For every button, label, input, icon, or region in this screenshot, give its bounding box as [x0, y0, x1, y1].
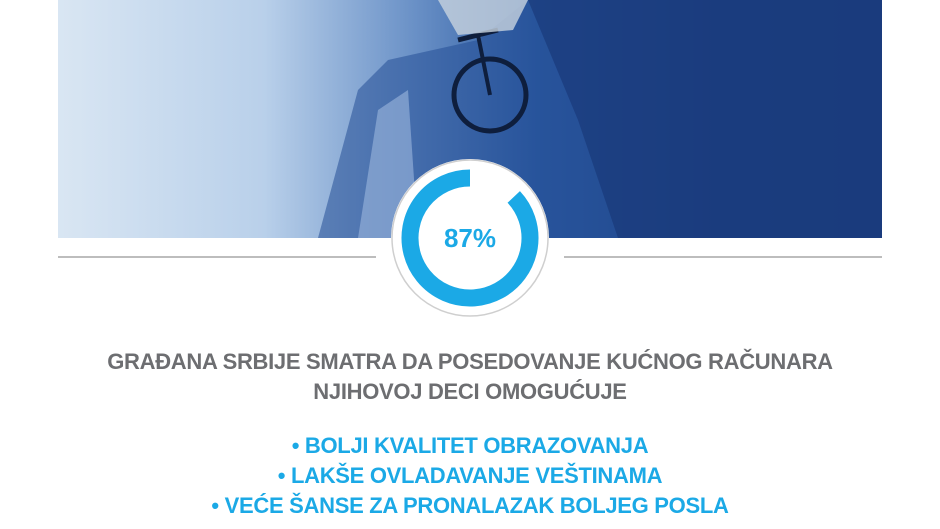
- benefit-item: • LAKŠE OVLADAVANJE VEŠTINAMA: [277, 463, 663, 488]
- ring-outline: [391, 159, 549, 317]
- benefit-item: • VEĆE ŠANSE ZA PRONALAZAK BOLJEG POSLA: [211, 493, 729, 518]
- ring-progress-arc: [401, 169, 539, 307]
- divider-right: [564, 256, 882, 258]
- headline-line-1: GRAĐANA SRBIJE SMATRA DA POSEDOVANJE KUĆ…: [107, 349, 833, 374]
- percentage-ring: 87%: [390, 158, 550, 318]
- benefit-item: • BOLJI KVALITET OBRAZOVANJA: [291, 433, 649, 458]
- headline-line-2: NJIHOVOJ DECI OMOGUĆUJE: [313, 379, 627, 404]
- divider-left: [58, 256, 376, 258]
- percentage-value: 87%: [443, 223, 497, 253]
